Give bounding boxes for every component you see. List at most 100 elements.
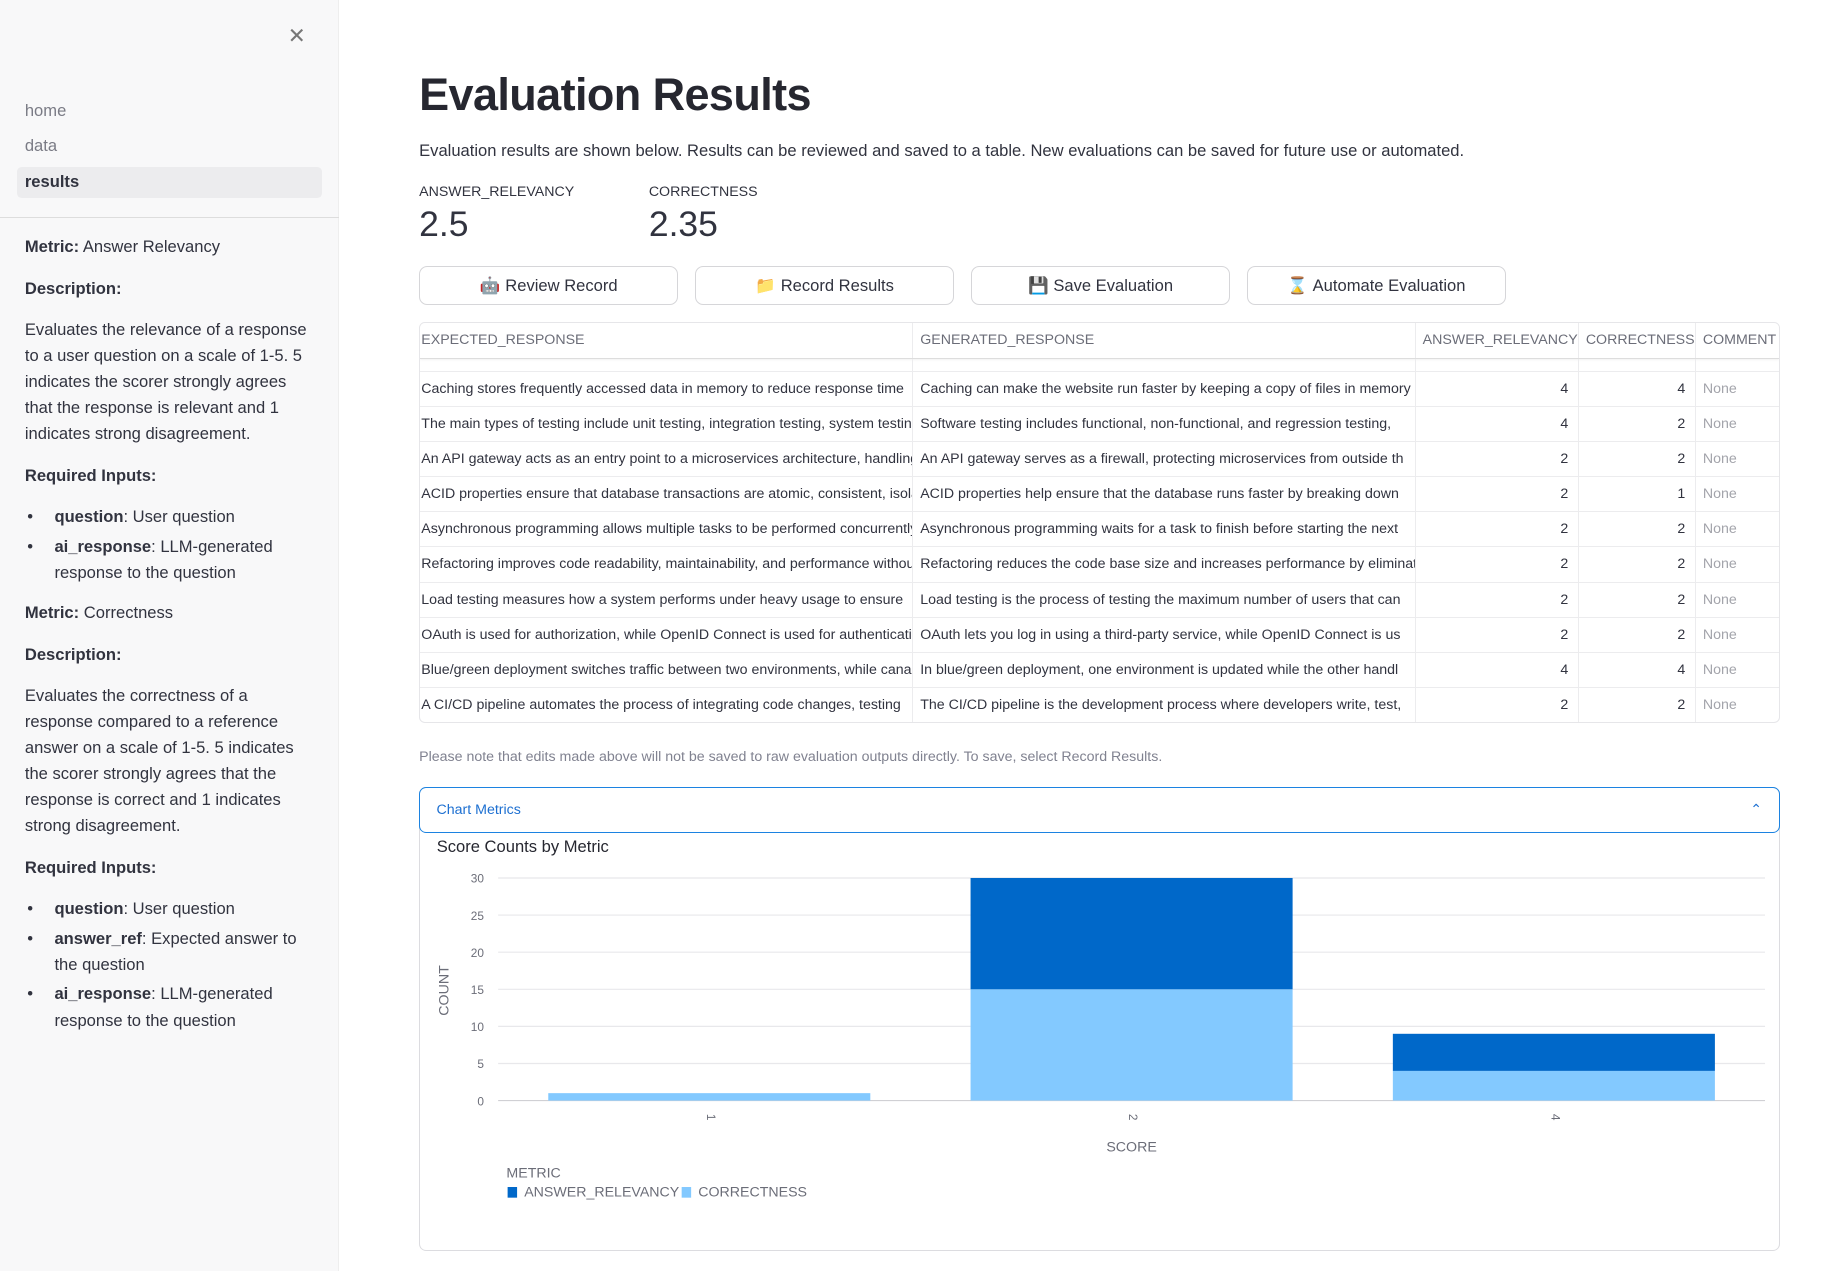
column-header[interactable]: EXPECTED_RESPONSE — [420, 323, 914, 358]
table-cell[interactable]: The main types of testing include unit t… — [420, 406, 914, 441]
table-cell[interactable]: 2 — [1579, 687, 1696, 723]
bar-answer_relevancy-4[interactable] — [1392, 1034, 1716, 1072]
x-tick-label: 4 — [1549, 1114, 1563, 1121]
table-cell[interactable]: The CI/CD pipeline is the development pr… — [913, 687, 1416, 723]
sidebar-item-home[interactable]: home — [24, 100, 67, 120]
button-label: Save Evaluation — [1053, 275, 1174, 295]
table-cell[interactable]: Refactoring reduces the code base size a… — [913, 547, 1416, 582]
table-cell[interactable]: OAuth lets you log in using a third-part… — [913, 617, 1416, 652]
table-cell[interactable]: None — [1702, 591, 1737, 608]
table-cell[interactable]: None — [1702, 556, 1737, 573]
bar-correctness-1[interactable] — [548, 1093, 871, 1101]
table-cell[interactable]: Refactoring improves code readability, m… — [420, 547, 914, 582]
table-cell[interactable]: Caching stores frequently accessed data … — [420, 371, 914, 406]
inputs-label: Required Inputs: — [25, 855, 309, 881]
expander-header[interactable]: Chart Metrics ⌃ — [418, 787, 1780, 834]
bar-correctness-4[interactable] — [1392, 1071, 1716, 1101]
table-cell[interactable]: ACID properties help ensure that the dat… — [913, 477, 1416, 512]
bar-correctness-2[interactable] — [970, 989, 1293, 1101]
expander-label: Chart Metrics — [436, 802, 521, 819]
table-cell[interactable]: 4 — [1416, 371, 1579, 406]
input-desc: : LLM-generated response to the question — [54, 536, 273, 582]
record-results-button[interactable]: 📁 Record Results — [694, 266, 955, 306]
sidebar-item-data[interactable]: data — [24, 136, 58, 156]
table-cell[interactable]: A CI/CD pipeline automates the process o… — [420, 687, 914, 723]
inputs-list: question: User question ai_response: LLM-… — [25, 504, 309, 586]
table-cell[interactable]: Blue/green deployment switches traffic b… — [420, 652, 914, 687]
table-cell[interactable]: 1 — [1579, 477, 1696, 512]
sidebar-item-results[interactable]: results — [16, 166, 323, 198]
column-header[interactable]: COMMENT — [1702, 332, 1777, 349]
table-cell[interactable]: None — [1702, 380, 1737, 397]
table-cell[interactable]: An API gateway acts as an entry point to… — [420, 441, 914, 477]
table-cell[interactable]: ACID properties ensure that database tra… — [420, 477, 914, 512]
table-cell[interactable]: Load testing is the process of testing t… — [913, 582, 1416, 617]
table-cell[interactable]: 2 — [1579, 547, 1696, 582]
table-cell[interactable]: Asynchronous programming waits for a tas… — [913, 512, 1416, 547]
table-cell[interactable]: 2 — [1579, 441, 1696, 477]
metric-name: Correctness — [83, 603, 174, 623]
table-row[interactable]: Load testing measures how a system perfo… — [420, 582, 1779, 618]
table-cell[interactable]: None — [1702, 450, 1737, 467]
table-row[interactable]: Caching stores frequently accessed data … — [420, 371, 1779, 407]
table-cell[interactable]: An API gateway serves as a firewall, pro… — [913, 441, 1416, 477]
folder-icon: 📁 — [755, 275, 776, 295]
table-cell[interactable]: 4 — [1416, 406, 1579, 441]
table-cell[interactable]: 2 — [1416, 477, 1579, 512]
metric-name: Answer Relevancy — [82, 237, 221, 257]
table-row[interactable]: Asynchronous programming allows multiple… — [420, 512, 1779, 548]
table-cell[interactable]: 2 — [1416, 582, 1579, 617]
close-sidebar-icon[interactable]: ✕ — [287, 23, 306, 48]
table-cell[interactable]: 4 — [1416, 652, 1579, 687]
y-tick-label: 30 — [471, 872, 485, 886]
table-cell[interactable]: 4 — [1579, 652, 1696, 687]
inputs-label: Required Inputs: — [25, 463, 309, 489]
table-row[interactable]: Refactoring improves code readability, m… — [420, 547, 1779, 583]
table-cell[interactable]: Load testing measures how a system perfo… — [420, 582, 914, 617]
table-cell[interactable]: Software testing includes functional, no… — [913, 406, 1416, 441]
column-header[interactable]: ANSWER_RELEVANCY — [1416, 323, 1579, 358]
table-cell[interactable]: 2 — [1579, 406, 1696, 441]
review-record-button[interactable]: 🤖 Review Record — [419, 266, 679, 306]
table-cell[interactable]: 2 — [1416, 547, 1579, 582]
input-item: question: User question — [25, 504, 309, 530]
table-cell[interactable]: None — [1702, 415, 1737, 432]
save-evaluation-button[interactable]: 💾 Save Evaluation — [970, 266, 1231, 306]
results-table[interactable]: EXPECTED_RESPONSE GENERATED_RESPONSE ANS… — [419, 322, 1780, 724]
legend-item[interactable]: ANSWER_RELEVANCY — [524, 1185, 680, 1201]
table-cell[interactable]: 2 — [1416, 617, 1579, 652]
table-cell[interactable]: None — [1702, 486, 1737, 503]
metric-value: 2.5 — [419, 204, 469, 245]
table-cell[interactable]: Asynchronous programming allows multiple… — [420, 512, 914, 547]
column-header[interactable]: GENERATED_RESPONSE — [913, 323, 1416, 358]
table-cell[interactable]: None — [1702, 521, 1737, 538]
bar-answer_relevancy-2[interactable] — [970, 878, 1293, 990]
table-row[interactable]: An API gateway acts as an entry point to… — [420, 441, 1779, 478]
table-row[interactable]: A CI/CD pipeline automates the process o… — [420, 687, 1779, 723]
column-header[interactable]: CORRECTNESS — [1579, 323, 1696, 358]
table-cell[interactable]: 2 — [1416, 441, 1579, 477]
table-cell[interactable]: OAuth is used for authorization, while O… — [420, 617, 914, 652]
table-row[interactable]: OAuth is used for authorization, while O… — [420, 617, 1779, 653]
automate-evaluation-button[interactable]: ⌛ Automate Evaluation — [1246, 266, 1507, 306]
table-row[interactable]: The main types of testing include unit t… — [420, 406, 1779, 442]
button-label: Automate Evaluation — [1312, 275, 1466, 295]
table-cell[interactable]: Caching can make the website run faster … — [913, 371, 1416, 406]
description-heading: Description: — [24, 278, 122, 298]
legend-item[interactable]: CORRECTNESS — [698, 1185, 807, 1201]
table-cell[interactable]: None — [1702, 661, 1737, 678]
table-row[interactable]: Blue/green deployment switches traffic b… — [420, 652, 1779, 688]
table-cell[interactable]: 4 — [1579, 371, 1696, 406]
table-cell[interactable]: 2 — [1579, 512, 1696, 547]
input-name: ai_response — [54, 536, 152, 556]
table-cell[interactable]: None — [1702, 626, 1737, 643]
table-cell[interactable]: 2 — [1579, 582, 1696, 617]
table-row[interactable]: ACID properties ensure that database tra… — [420, 477, 1779, 513]
legend-swatch — [681, 1187, 692, 1199]
table-cell[interactable]: 2 — [1416, 512, 1579, 547]
table-cell[interactable]: In blue/green deployment, one environmen… — [913, 652, 1416, 687]
table-cell[interactable]: 2 — [1416, 687, 1579, 723]
table-cell[interactable]: None — [1702, 696, 1737, 713]
table-cell[interactable]: 2 — [1579, 617, 1696, 652]
legend-swatch — [507, 1187, 518, 1199]
